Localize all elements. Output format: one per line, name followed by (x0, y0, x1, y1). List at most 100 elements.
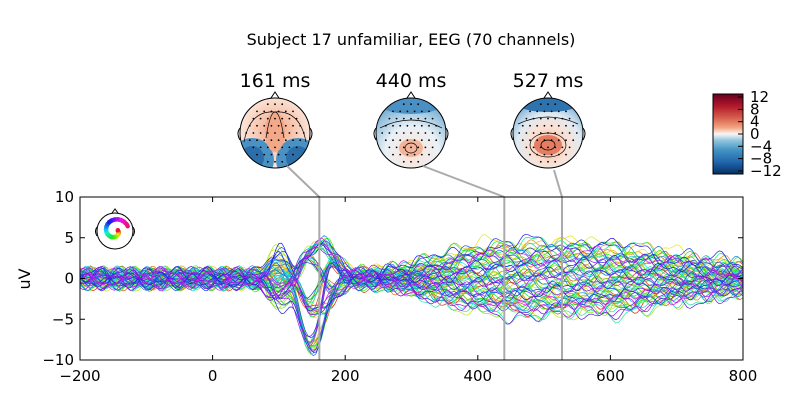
sensor-dot (525, 146, 528, 149)
sensor-dot (281, 160, 284, 163)
sensor-dot (263, 139, 266, 142)
sensor-dot (521, 124, 524, 127)
sensor-dot (420, 139, 423, 142)
sensor-dot (428, 124, 430, 127)
topomap-440ms (373, 91, 449, 169)
sensor-dot (417, 132, 420, 134)
sensor-dot (263, 124, 266, 127)
sensor-dot (274, 146, 276, 149)
topomap-connector (553, 169, 563, 198)
channel-trace (80, 246, 743, 291)
sensor-dot (392, 110, 394, 113)
sensor-dot (572, 124, 575, 127)
sensor-dot (402, 146, 405, 149)
sensor-dot (402, 103, 405, 106)
sensor-dot (295, 132, 298, 134)
sensor-dot (518, 132, 521, 134)
sensor-dot (554, 103, 557, 106)
sensor-dot (557, 110, 560, 113)
sensor-dot (561, 132, 564, 134)
colorbar-tick-label: −12 (750, 162, 782, 180)
sensor-dot (256, 153, 258, 156)
x-tick-label: 800 (729, 367, 758, 385)
colorbar-tick-label: −4 (750, 137, 772, 155)
inset-sensor-dot (112, 217, 117, 222)
sensor-dot (547, 160, 549, 163)
sensor-dot (417, 103, 420, 106)
sensor-dot (428, 153, 430, 156)
x-tick-label: 200 (331, 367, 360, 385)
sensor-dot (417, 160, 420, 163)
sensor-dot (292, 139, 294, 142)
sensor-dot (399, 124, 402, 127)
sensor-dot (536, 110, 539, 113)
sensor-dot (392, 153, 394, 156)
sensor-dot (384, 124, 387, 127)
sensor-dot (543, 139, 546, 142)
sensor-dot (299, 139, 302, 142)
sensor-dot (539, 160, 542, 163)
sensor-dot (399, 110, 402, 113)
sensor-dot (292, 110, 294, 113)
sensor-dot (424, 132, 427, 134)
sensor-dot (536, 153, 539, 156)
sensor-dot (565, 124, 567, 127)
inset-sensor-dot (124, 221, 129, 227)
sensor-dot (292, 153, 294, 156)
sensor-dot (521, 139, 524, 142)
sensor-dot (435, 124, 438, 127)
sensor-dot (388, 117, 391, 120)
sensor-dot (428, 110, 430, 113)
sensor-dot (413, 124, 416, 127)
sensor-dot (270, 124, 273, 127)
sensor-dot (284, 124, 287, 127)
plot-area: −200 0 200 400 600 800 10 5 0 −5 −10 uV (15, 188, 757, 385)
sensor-dot (406, 124, 409, 127)
sensor-dot (554, 160, 557, 163)
sensor-dot (270, 139, 273, 142)
x-tick-label: 0 (208, 367, 218, 385)
chart-title: Subject 17 unfamiliar, EEG (70 channels) (247, 30, 576, 49)
sensor-dot (424, 146, 427, 149)
sensor-dot (547, 103, 549, 106)
sensor-dot (392, 124, 394, 127)
sensor-dot (299, 124, 302, 127)
sensor-legend-inset (95, 208, 135, 250)
sensor-dot (532, 117, 535, 120)
sensor-dot (402, 117, 405, 120)
sensor-dot (565, 139, 567, 142)
sensor-dot (539, 117, 542, 120)
channel-trace (80, 233, 743, 353)
sensor-dot (392, 139, 394, 142)
sensor-dot (395, 132, 398, 134)
sensor-dot (561, 146, 564, 149)
sensor-dot (413, 139, 416, 142)
sensor-dot (438, 132, 441, 134)
channel-trace (80, 265, 743, 308)
sensor-dot (543, 153, 546, 156)
sensor-dot (288, 132, 291, 134)
sensor-dot (539, 132, 542, 134)
sensor-dot (388, 146, 391, 149)
sensor-dot (266, 132, 269, 134)
sensor-dot (565, 110, 567, 113)
sensor-dot (288, 146, 291, 149)
sensor-dot (431, 132, 434, 134)
sensor-dot (568, 146, 571, 149)
sensor-dot (281, 146, 284, 149)
colorbar-tick-label: 8 (750, 100, 760, 118)
topomap-connector (422, 165, 505, 198)
sensor-dot (565, 153, 567, 156)
sensor-dot (284, 153, 287, 156)
colorbar-tick-label: 12 (750, 88, 769, 106)
sensor-dot (532, 146, 535, 149)
x-tick-label: −200 (59, 367, 100, 385)
y-tick-label: 0 (64, 270, 74, 288)
sensor-dot (252, 132, 255, 134)
sensor-dot (402, 160, 405, 163)
sensor-dot (266, 146, 269, 149)
y-tick-label: −10 (42, 351, 74, 369)
colorbar-tick-label: −8 (750, 150, 772, 168)
sensor-dot (256, 110, 258, 113)
channel-trace (80, 237, 743, 314)
